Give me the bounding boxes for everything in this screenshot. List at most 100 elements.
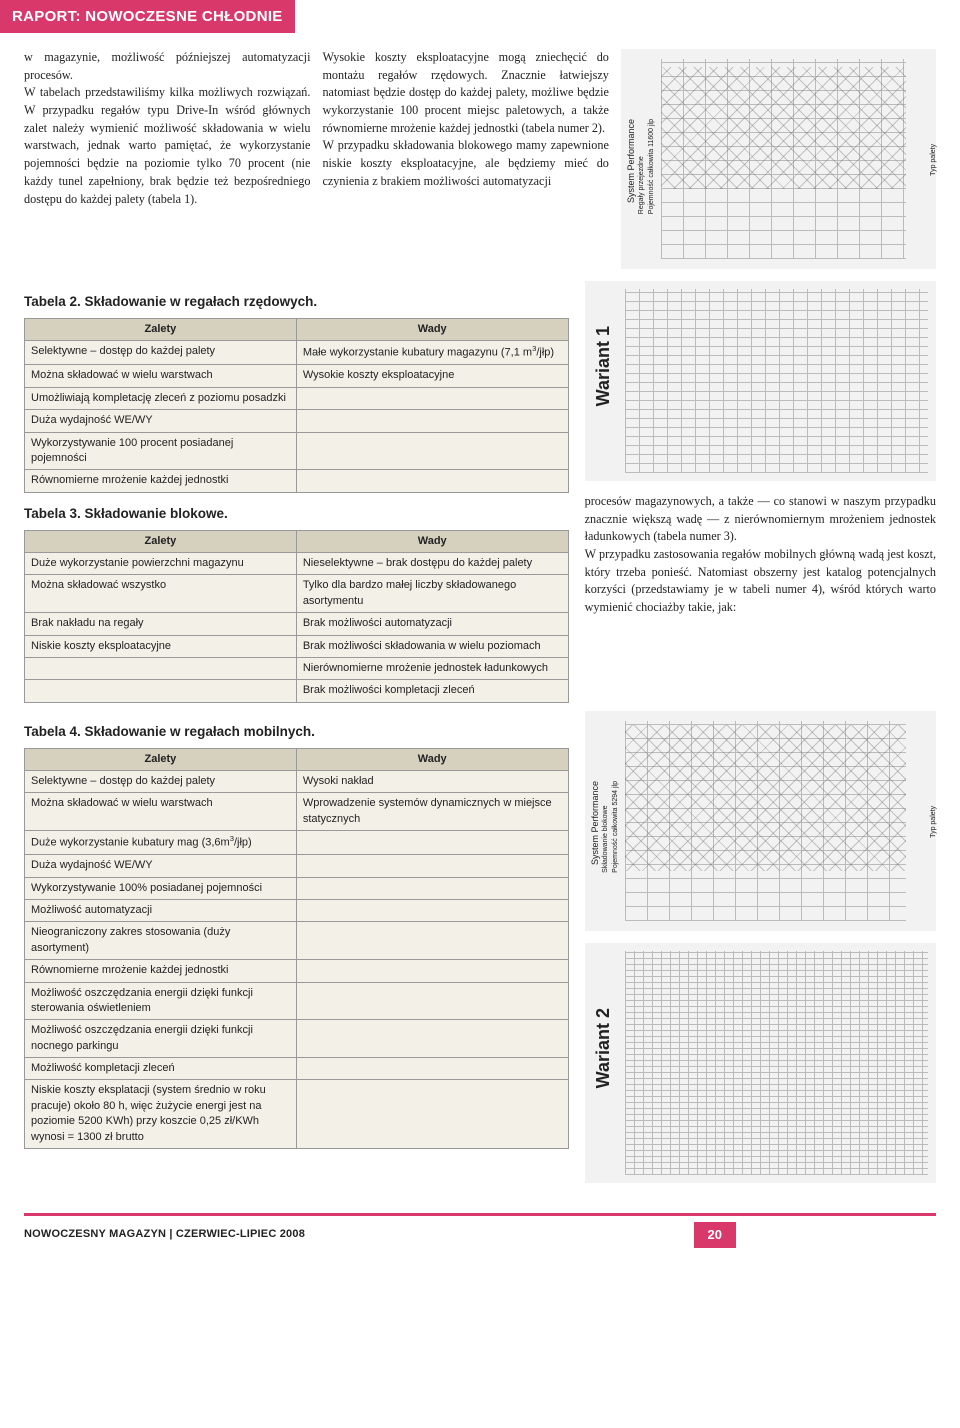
table-2-head-zalety: Zalety <box>25 318 297 340</box>
table-cell: Wysoki nakład <box>296 770 568 792</box>
table-cell: Umożliwiają kompletację zleceń z poziomu… <box>25 387 297 409</box>
table-cell <box>296 1020 568 1058</box>
table-cell: Selektywne – dostęp do każdej palety <box>25 341 297 365</box>
table-3: Zalety Wady Duże wykorzystanie powierzch… <box>24 530 569 703</box>
table-cell: Możliwość oszczędzania energii dzięki fu… <box>25 1020 297 1058</box>
diagram-1-sub-label: Regały przejezdne Pojemność całkowita 11… <box>637 119 657 214</box>
table-row: Możliwość automatyzacji <box>25 899 569 921</box>
table-3-head-wady: Wady <box>296 530 568 552</box>
table-cell <box>296 387 568 409</box>
table-cell: Możliwość oszczędzania energii dzięki fu… <box>25 982 297 1020</box>
table-4-head-wady: Wady <box>296 748 568 770</box>
table-row: Nierównomierne mrożenie jednostek ładunk… <box>25 657 569 679</box>
table-row: Wykorzystywanie 100 procent posiadanej p… <box>25 432 569 470</box>
table-cell: Nieselektywne – brak dostępu do każdej p… <box>296 552 568 574</box>
table-cell <box>296 982 568 1020</box>
table-row: Możliwość oszczędzania energii dzięki fu… <box>25 982 569 1020</box>
table-cell <box>296 855 568 877</box>
table-cell: Brak możliwości składowania w wielu pozi… <box>296 635 568 657</box>
table-3-head-zalety: Zalety <box>25 530 297 552</box>
table-row: Umożliwiają kompletację zleceń z poziomu… <box>25 387 569 409</box>
intro-col-1: w magazynie, możliwość późniejszej autom… <box>24 49 310 269</box>
table-cell <box>25 680 297 702</box>
table-row: Możliwość oszczędzania energii dzięki fu… <box>25 1020 569 1058</box>
table-cell: Duża wydajność WE/WY <box>25 855 297 877</box>
diagram-2-right-label: Typ palety <box>929 806 939 838</box>
table-cell: Duża wydajność WE/WY <box>25 410 297 432</box>
table-cell: Możliwość kompletacji zleceń <box>25 1058 297 1080</box>
table-row: Wykorzystywanie 100% posiadanej pojemnoś… <box>25 877 569 899</box>
table-cell <box>296 1080 568 1149</box>
table-cell <box>296 831 568 855</box>
diagram-1-main-label: System Performance <box>625 119 638 203</box>
table-cell: Równomierne mrożenie każdej jednostki <box>25 470 297 492</box>
table-cell: Małe wykorzystanie kubatury magazynu (7,… <box>296 341 568 365</box>
table-row: Można składować w wielu warstwachWprowad… <box>25 793 569 831</box>
intro-col-2: Wysokie koszty eksploatacyjne mogą zniec… <box>322 49 608 269</box>
table-cell: Duże wykorzystanie kubatury mag (3,6m3/j… <box>25 831 297 855</box>
diagram-wariant-1: Wariant 1 <box>585 281 936 481</box>
table-cell <box>296 1058 568 1080</box>
table-cell: Tylko dla bardzo małej liczby składowane… <box>296 575 568 613</box>
table-cell: Wykorzystywanie 100 procent posiadanej p… <box>25 432 297 470</box>
table-cell: Niskie koszty eksplatacji (system średni… <box>25 1080 297 1149</box>
table-cell: Wprowadzenie systemów dynamicznych w mie… <box>296 793 568 831</box>
table-row: Duże wykorzystanie kubatury mag (3,6m3/j… <box>25 831 569 855</box>
table-cell: Równomierne mrożenie każdej jednostki <box>25 960 297 982</box>
table-cell: Brak możliwości kompletacji zleceń <box>296 680 568 702</box>
footer-text: NOWOCZESNY MAGAZYN | CZERWIEC-LIPIEC 200… <box>24 1227 305 1242</box>
table-cell: Można składować w wielu warstwach <box>25 365 297 387</box>
diagram-system-performance-2: System Performance Składowanie blokowe P… <box>585 711 936 931</box>
table-4-head-zalety: Zalety <box>25 748 297 770</box>
table-cell: Nierównomierne mrożenie jednostek ładunk… <box>296 657 568 679</box>
table-row: Nieograniczony zakres stosowania (duży a… <box>25 922 569 960</box>
table-cell <box>296 410 568 432</box>
table-cell: Można składować w wielu warstwach <box>25 793 297 831</box>
table-row: Równomierne mrożenie każdej jednostki <box>25 960 569 982</box>
table-row: Duża wydajność WE/WY <box>25 410 569 432</box>
table-cell: Nieograniczony zakres stosowania (duży a… <box>25 922 297 960</box>
table-row: Można składować w wielu warstwachWysokie… <box>25 365 569 387</box>
diagram-1-right-label: Typ palety <box>929 144 939 176</box>
table-cell: Duże wykorzystanie powierzchni magazynu <box>25 552 297 574</box>
table-2-head-wady: Wady <box>296 318 568 340</box>
table-cell <box>296 470 568 492</box>
table-row: Można składować wszystkoTylko dla bardzo… <box>25 575 569 613</box>
table-cell <box>296 960 568 982</box>
table-row: Selektywne – dostęp do każdej paletyWyso… <box>25 770 569 792</box>
table-cell: Można składować wszystko <box>25 575 297 613</box>
table-row: Selektywne – dostęp do każdej paletyMałe… <box>25 341 569 365</box>
table-cell <box>296 432 568 470</box>
intro-row: w magazynie, możliwość późniejszej autom… <box>0 33 960 277</box>
table-row: Duża wydajność WE/WY <box>25 855 569 877</box>
table-cell: Niskie koszty eksploatacyjne <box>25 635 297 657</box>
table-cell: Możliwość automatyzacji <box>25 899 297 921</box>
table-row: Brak nakładu na regałyBrak możliwości au… <box>25 613 569 635</box>
table-row: Brak możliwości kompletacji zleceń <box>25 680 569 702</box>
table-4: Zalety Wady Selektywne – dostęp do każde… <box>24 748 569 1149</box>
diagram-2-sub-label: Składowanie blokowe Pojemność całkowita … <box>601 781 621 873</box>
wariant-1-label: Wariant 1 <box>591 326 616 406</box>
diagram-wariant-2: Wariant 2 <box>585 943 936 1183</box>
table-4-title: Tabela 4. Składowanie w regałach mobilny… <box>24 723 569 742</box>
table-3-title: Tabela 3. Składowanie blokowe. <box>24 505 569 524</box>
table-cell <box>296 922 568 960</box>
diagram-2-main-label: System Performance <box>589 781 602 865</box>
table-row: Duże wykorzystanie powierzchni magazynuN… <box>25 552 569 574</box>
page-number: 20 <box>694 1222 736 1248</box>
table-row: Równomierne mrożenie każdej jednostki <box>25 470 569 492</box>
table-cell: Selektywne – dostęp do każdej palety <box>25 770 297 792</box>
table-cell: Brak nakładu na regały <box>25 613 297 635</box>
report-header: RAPORT: NOWOCZESNE CHŁODNIE <box>0 0 295 33</box>
table-cell <box>296 877 568 899</box>
table-cell <box>25 657 297 679</box>
table-row: Niskie koszty eksploatacyjneBrak możliwo… <box>25 635 569 657</box>
table-cell <box>296 899 568 921</box>
table-row: Możliwość kompletacji zleceń <box>25 1058 569 1080</box>
table-cell: Brak możliwości automatyzacji <box>296 613 568 635</box>
table-2: Zalety Wady Selektywne – dostęp do każde… <box>24 318 569 493</box>
right-body-text: procesów magazynowych, a także — co stan… <box>585 493 936 617</box>
table-cell: Wysokie koszty eksploatacyjne <box>296 365 568 387</box>
wariant-2-label: Wariant 2 <box>591 1008 616 1088</box>
table-2-title: Tabela 2. Składowanie w regałach rzędowy… <box>24 293 569 312</box>
